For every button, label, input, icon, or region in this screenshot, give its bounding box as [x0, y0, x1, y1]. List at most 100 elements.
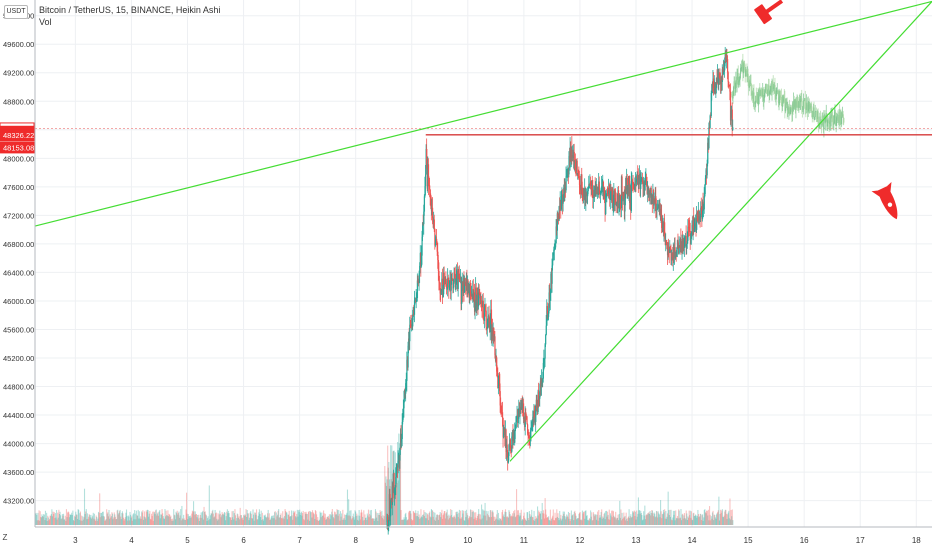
candle-body — [720, 81, 722, 84]
volume-bar — [428, 512, 430, 525]
volume-bar — [108, 510, 110, 525]
y-axis-labels[interactable]: 43200.0043600.0044000.0044400.0044800.00… — [3, 12, 34, 506]
volume-bar — [476, 518, 478, 525]
volume-bar — [158, 511, 160, 525]
candle-body — [436, 238, 438, 245]
volume-bar — [272, 518, 274, 525]
volume-bar — [578, 512, 581, 525]
volume-bar — [486, 520, 488, 525]
volume-bar — [244, 514, 246, 525]
volume-bar — [275, 512, 277, 525]
volume-bar — [266, 516, 268, 525]
volume-bar — [99, 517, 101, 525]
trend-drawings[interactable] — [34, 0, 932, 462]
volume-bar — [233, 519, 235, 525]
candle-body — [666, 242, 668, 249]
volume-bar — [57, 512, 59, 525]
candle-body — [447, 278, 449, 281]
volume-bar — [296, 509, 298, 525]
volume-bar — [620, 509, 622, 525]
candle-body — [388, 520, 390, 525]
volume-bar — [114, 516, 116, 525]
volume-bar — [247, 513, 249, 525]
projection-body — [736, 77, 738, 85]
volume-bar — [344, 519, 346, 525]
candle-body — [399, 448, 401, 461]
volume-bar — [672, 517, 674, 525]
currency-badge[interactable]: USDT — [4, 5, 28, 19]
rocket-icon — [871, 181, 898, 220]
candle-body — [685, 235, 687, 247]
volume-bar — [164, 509, 166, 525]
volume-bar — [506, 517, 508, 525]
volume-bar — [56, 519, 58, 525]
volume-bar — [150, 519, 152, 525]
volume-bar — [86, 513, 88, 525]
volume-bar — [517, 510, 519, 525]
volume-bar — [116, 510, 118, 525]
volume-legend[interactable]: Vol — [39, 17, 52, 27]
volume-bar — [399, 448, 402, 525]
volume-bar — [524, 517, 526, 525]
projection-body — [789, 107, 791, 114]
volume-bar — [121, 513, 123, 525]
volume-bar — [415, 510, 417, 525]
volume-bar — [376, 512, 378, 525]
volume-bar — [545, 509, 547, 525]
candle-body — [416, 280, 419, 299]
projection-body — [759, 89, 761, 91]
volume-bar — [521, 520, 523, 525]
volume-bar — [214, 509, 216, 525]
candle-body — [610, 189, 612, 191]
volume-bar — [177, 514, 179, 525]
volume-bar — [130, 514, 132, 525]
candle-body — [533, 409, 535, 424]
volume-bar — [327, 516, 329, 525]
candle-body — [427, 164, 430, 186]
volume-bar — [693, 516, 695, 525]
candle-body — [404, 389, 406, 400]
candle-body — [440, 289, 442, 295]
volume-bar — [482, 509, 484, 525]
volume-bar — [215, 513, 217, 525]
volume-bar — [514, 517, 516, 525]
chart-title[interactable]: Bitcoin / TetherUS, 15, BINANCE, Heikin … — [39, 5, 221, 15]
volume-bar — [587, 519, 589, 525]
volume-bar — [327, 515, 329, 525]
x-axis-labels[interactable]: 3 4 5 6 7 8 9 10 11 12 13 14 15 16 17 18 — [73, 536, 921, 545]
volume-bar — [447, 519, 449, 525]
volume-bar — [198, 514, 200, 525]
volume-bar — [414, 513, 416, 525]
volume-bar — [625, 512, 627, 525]
volume-bar — [112, 519, 114, 525]
volume-bar — [397, 480, 399, 525]
candle-body — [450, 280, 452, 291]
volume-bar — [55, 517, 57, 525]
volume-bar — [43, 514, 45, 525]
volume-bar — [509, 514, 511, 525]
volume-bar — [388, 461, 390, 525]
volume-bar — [219, 510, 221, 525]
candle-body — [412, 316, 414, 327]
volume-bar — [356, 519, 358, 525]
volume-bar — [623, 517, 625, 525]
volume-bar — [693, 512, 695, 525]
volume-bar — [357, 515, 359, 525]
candle-body — [693, 228, 695, 232]
volume-bar — [632, 512, 634, 525]
candle-body — [494, 336, 496, 355]
volume-bar — [703, 510, 705, 525]
volume-bar — [191, 513, 193, 525]
volume-bar — [538, 510, 540, 525]
volume-bar — [481, 518, 483, 525]
volume-bar — [544, 498, 546, 525]
volume-bar — [520, 509, 522, 525]
candle-body — [398, 460, 400, 462]
zoom-button[interactable]: Z — [2, 533, 8, 542]
volume-bar — [630, 517, 632, 525]
volume-bar — [452, 517, 454, 525]
volume-bar — [313, 514, 315, 525]
volume-bar — [549, 509, 551, 525]
candle-body — [505, 429, 507, 452]
